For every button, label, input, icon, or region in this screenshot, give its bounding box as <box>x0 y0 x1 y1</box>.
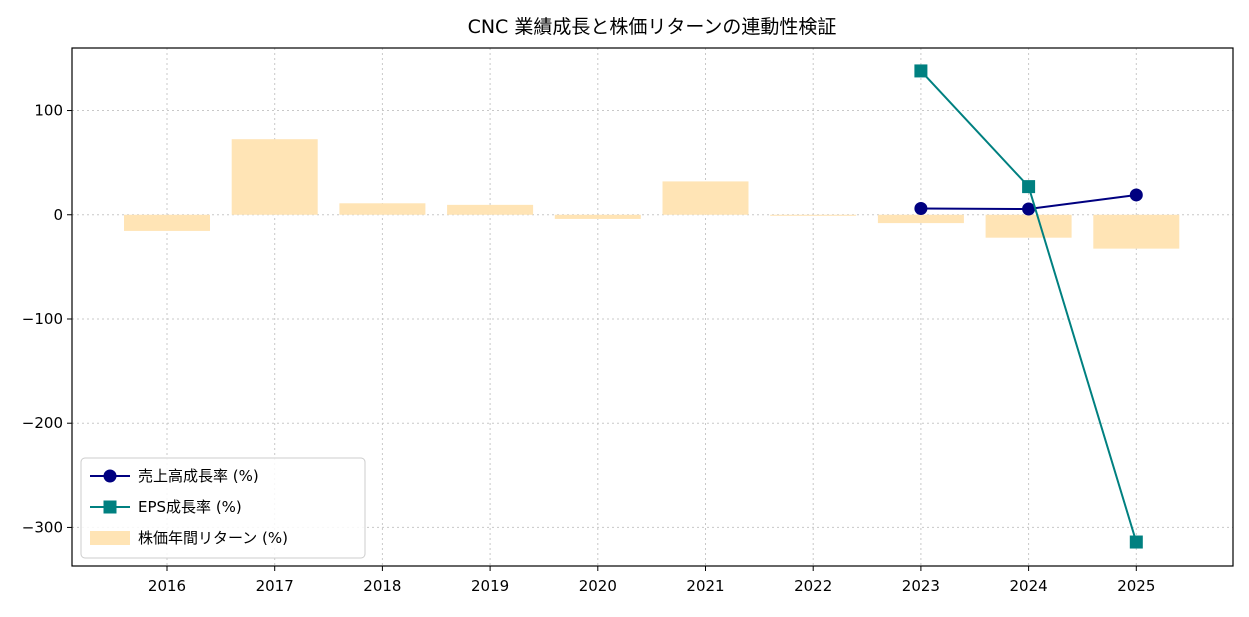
grid-layer <box>72 48 1233 566</box>
x-tick-label: 2017 <box>256 577 294 595</box>
return-bar-2024 <box>985 214 1072 238</box>
legend-item: 売上高成長率 (%) <box>90 467 259 485</box>
plot-frame <box>71 47 1234 567</box>
series-1-point-2023 <box>914 64 928 78</box>
y-tick-label: −200 <box>22 414 63 432</box>
legend-item: EPS成長率 (%) <box>90 498 242 516</box>
legend: 売上高成長率 (%) EPS成長率 (%) 株価年間リターン (%) <box>80 457 366 559</box>
lines-layer <box>914 64 1143 549</box>
x-tick-label: 2025 <box>1117 577 1155 595</box>
return-bar-2019 <box>447 204 534 215</box>
chart-title: CNC 業績成長と株価リターンの連動性検証 <box>468 16 837 38</box>
legend-label: 売上高成長率 (%) <box>138 467 259 485</box>
x-tick-label: 2022 <box>794 577 832 595</box>
legend-label: 株価年間リターン (%) <box>138 529 288 547</box>
x-tick-label: 2024 <box>1010 577 1048 595</box>
return-bar-2017 <box>231 139 318 215</box>
legend-marker-square <box>103 500 117 514</box>
y-tick-label: 0 <box>53 206 63 224</box>
series-0-point-2025 <box>1129 188 1143 202</box>
x-tick-label: 2023 <box>902 577 940 595</box>
return-bar-2023 <box>877 214 964 224</box>
bars-layer <box>124 139 1180 249</box>
x-tick-label: 2021 <box>686 577 724 595</box>
return-bar-2020 <box>554 214 641 219</box>
return-bar-2025 <box>1093 214 1180 249</box>
series-1-point-2024 <box>1022 180 1036 194</box>
legend-label: EPS成長率 (%) <box>138 498 242 516</box>
x-tick-label: 2019 <box>471 577 509 595</box>
series-1-point-2025 <box>1129 535 1143 549</box>
y-tick-label: 100 <box>34 102 63 120</box>
y-tick-label: −100 <box>22 310 63 328</box>
return-bar-2016 <box>124 214 210 231</box>
legend-marker-circle <box>103 469 117 483</box>
series-0-point-2023 <box>914 202 928 216</box>
x-tick-label: 2016 <box>148 577 186 595</box>
return-bar-2021 <box>662 181 749 215</box>
return-bar-2018 <box>339 203 426 215</box>
legend-bar-swatch <box>90 531 130 545</box>
x-tick-label: 2020 <box>579 577 617 595</box>
legend-box <box>80 457 366 559</box>
series-0-point-2024 <box>1022 202 1036 216</box>
legend-item: 株価年間リターン (%) <box>90 529 288 547</box>
y-tick-label: −300 <box>22 518 63 536</box>
return-bar-2022 <box>770 214 857 216</box>
axes-layer: 2016 2017 2018 2019 2020 2021 2022 2023 2024 2025… <box>22 47 1234 595</box>
x-tick-label: 2018 <box>363 577 401 595</box>
